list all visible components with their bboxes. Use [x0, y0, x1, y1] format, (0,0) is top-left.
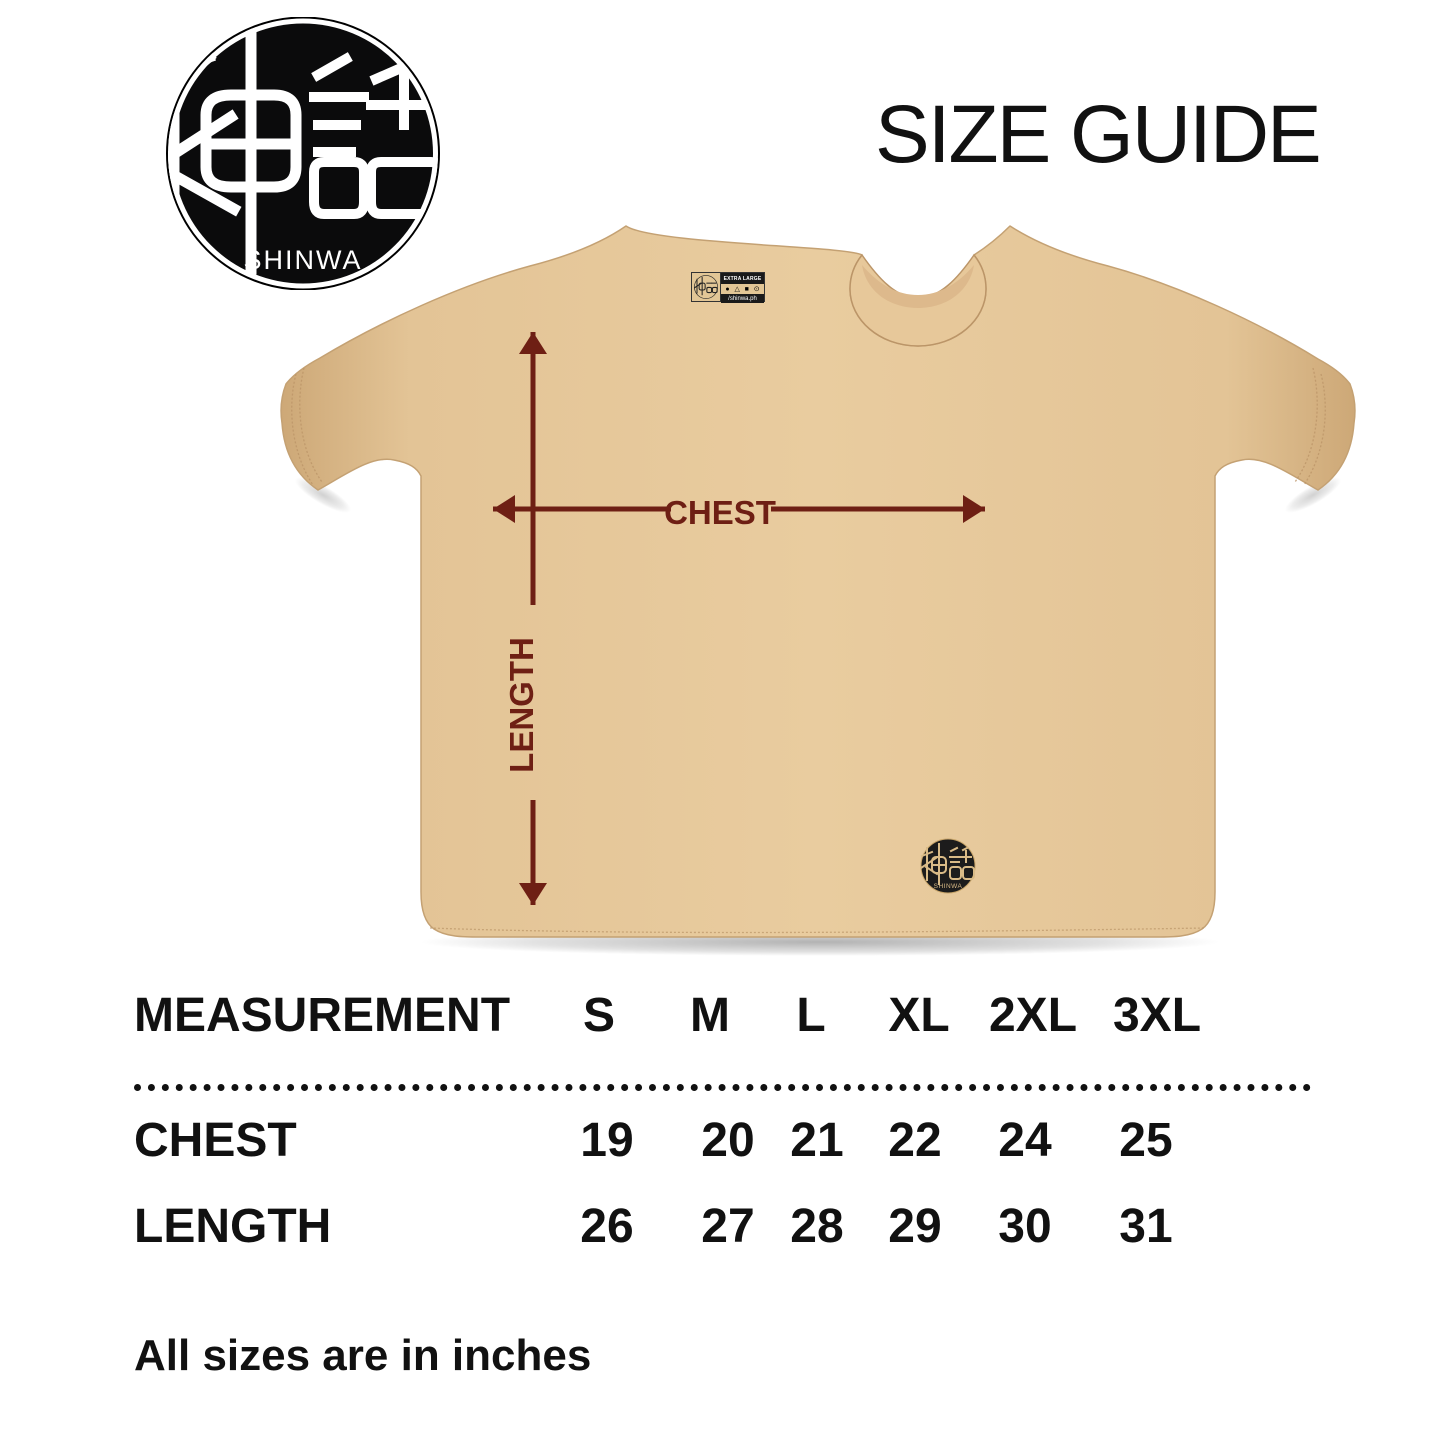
svg-text:CHEST: CHEST: [664, 494, 776, 531]
svg-text:LENGTH: LENGTH: [503, 637, 540, 773]
svg-text:SHINWA: SHINWA: [934, 883, 963, 890]
